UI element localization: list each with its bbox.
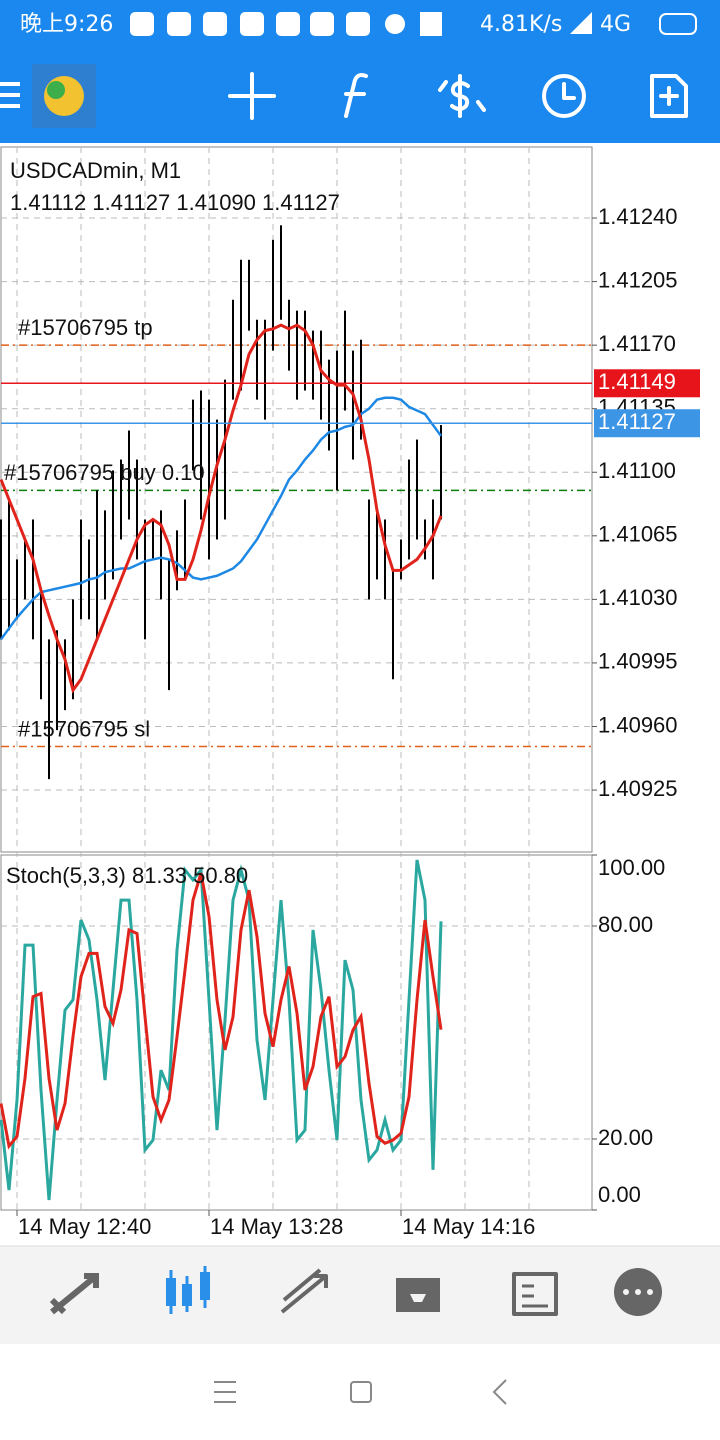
indicators-button[interactable] [344, 73, 368, 118]
network-type: 4G [600, 12, 631, 37]
stoch-frame [0, 854, 593, 1211]
chat-tab[interactable] [614, 1268, 662, 1316]
status-time: 晚上9:26 [20, 12, 113, 37]
battery-icon [659, 13, 697, 35]
y-tick-label: 20.00 [598, 1125, 653, 1150]
moving-average [0, 323, 443, 694]
stoch-line [0, 872, 443, 1150]
chart-title: USDCADmin, M1 [10, 158, 181, 183]
y-tick-label: 1.41240 [598, 204, 678, 229]
system-nav [214, 1379, 507, 1405]
price-label: 1.41149 [598, 369, 676, 394]
menu-button[interactable] [0, 82, 20, 108]
template-button[interactable] [650, 74, 688, 118]
period-button[interactable] [542, 74, 586, 118]
trade-button[interactable] [438, 74, 486, 118]
moving-average [0, 396, 443, 641]
y-tick-label: 100.00 [598, 855, 665, 880]
history-tab[interactable] [396, 1278, 440, 1312]
news-tab[interactable] [512, 1272, 558, 1316]
order-label: #15706795 buy 0.10 [4, 460, 205, 485]
y-tick-label: 1.40995 [598, 649, 678, 674]
x-tick-label: 14 May 13:28 [210, 1214, 343, 1239]
y-tick-label: 80.00 [598, 912, 653, 937]
bottom-nav [0, 1246, 720, 1344]
y-tick-label: 1.41100 [598, 458, 676, 483]
y-tick-label: 1.40960 [598, 712, 678, 737]
signal-icon [570, 12, 592, 34]
x-tick-label: 14 May 14:16 [402, 1214, 535, 1239]
y-tick-label: 0.00 [598, 1182, 641, 1207]
y-tick-label: 1.40925 [598, 776, 678, 801]
main-chart-frame [0, 146, 593, 853]
x-tick-label: 14 May 12:40 [18, 1214, 151, 1239]
quotes-tab[interactable] [49, 1273, 99, 1315]
order-label: #15706795 tp [18, 315, 153, 340]
crosshair-button[interactable] [228, 72, 276, 120]
indicator-title: Stoch(5,3,3) 81.33 50.80 [6, 863, 248, 888]
trade-tab[interactable] [280, 1268, 328, 1314]
price-label-box [594, 409, 700, 438]
price-label-box [594, 369, 700, 398]
y-tick-label: 1.41030 [598, 585, 678, 610]
ohlc-values: 1.41112 1.41127 1.41090 1.41127 [10, 190, 340, 215]
stoch-line [0, 859, 443, 1201]
y-tick-label: 1.41065 [598, 522, 678, 547]
app-logo [32, 64, 96, 128]
chart-tab[interactable] [166, 1266, 210, 1314]
y-tick-label: 1.41170 [598, 331, 676, 356]
notification-icons [130, 12, 442, 36]
y-tick-label: 1.41205 [598, 267, 678, 292]
price-label: 1.41127 [598, 409, 676, 434]
plot-area: 1.412401.412051.411701.411351.411001.410… [0, 158, 700, 1239]
network-speed: 4.81K/s [480, 12, 562, 37]
order-label: #15706795 sl [18, 716, 150, 741]
